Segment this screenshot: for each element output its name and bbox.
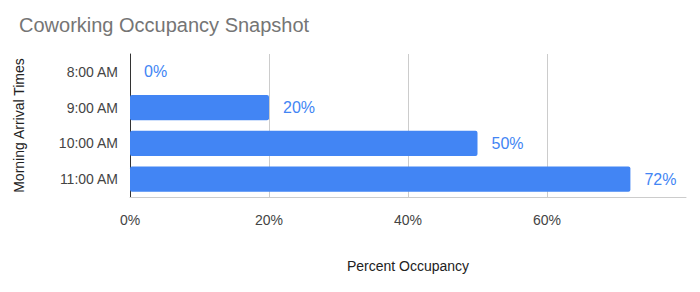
svg-text:0%: 0% [120,212,140,228]
svg-text:11:00 AM: 11:00 AM [60,171,118,187]
svg-text:9:00 AM: 9:00 AM [67,100,118,116]
svg-text:10:00 AM: 10:00 AM [59,135,118,151]
svg-text:72%: 72% [644,171,676,188]
svg-text:50%: 50% [492,135,524,152]
svg-text:8:00 AM: 8:00 AM [67,64,118,80]
svg-text:40%: 40% [394,212,422,228]
svg-text:0%: 0% [144,63,167,80]
svg-text:Morning Arrival Times: Morning Arrival Times [11,58,27,193]
svg-text:Coworking Occupancy Snapshot: Coworking Occupancy Snapshot [19,14,310,36]
svg-text:Percent Occupancy: Percent Occupancy [347,258,469,274]
svg-text:20%: 20% [283,99,315,116]
svg-text:20%: 20% [255,212,283,228]
svg-text:60%: 60% [533,212,561,228]
